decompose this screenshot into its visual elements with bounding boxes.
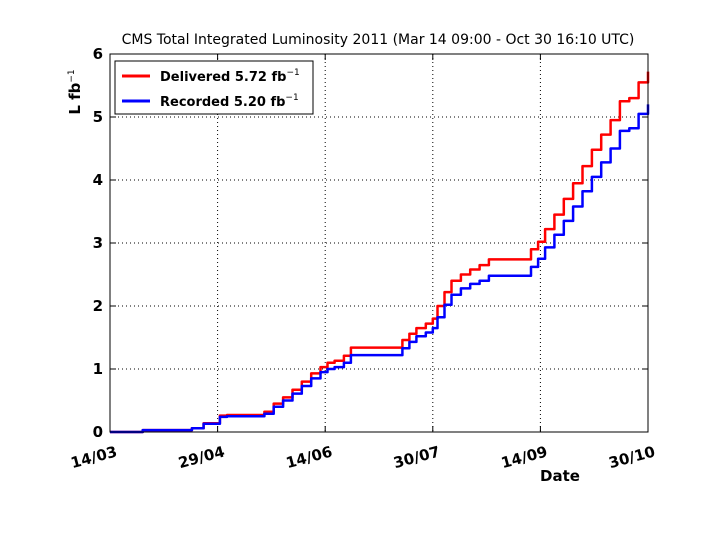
- legend-label-recorded: Recorded 5.20 fb−1: [160, 93, 299, 110]
- x-tick-label: 30/07: [392, 442, 442, 472]
- legend-box: [114, 60, 314, 115]
- y-axis-label: L fb−1: [66, 69, 84, 114]
- legend-sup-recorded: −1: [285, 93, 298, 103]
- x-tick-label: 29/04: [176, 442, 226, 472]
- y-axis-label-main: L fb: [66, 82, 84, 114]
- legend-value-delivered: 5.72 fb: [235, 70, 287, 85]
- y-tick-labels: 0 1 2 3 4 5 6: [93, 45, 103, 441]
- ticks: [109, 53, 649, 433]
- series-layer: [110, 71, 650, 434]
- legend-name-delivered: Delivered: [160, 70, 230, 85]
- legend-name-recorded: Recorded: [160, 95, 229, 110]
- legend-sup-delivered: −1: [286, 68, 299, 78]
- series-line-delivered: [110, 71, 650, 434]
- x-tick-label: 14/03: [69, 442, 119, 472]
- y-tick-label: 0: [93, 423, 103, 441]
- y-tick-label: 4: [93, 171, 103, 189]
- grid: [110, 54, 648, 432]
- x-axis-label: Date: [540, 467, 580, 485]
- x-tick-label: 14/06: [284, 442, 334, 472]
- y-axis-label-sup: −1: [67, 69, 77, 82]
- chart-title: CMS Total Integrated Luminosity 2011 (Ma…: [122, 32, 635, 48]
- legend-value-recorded: 5.20 fb: [234, 95, 286, 110]
- legend: Delivered 5.72 fb−1 Recorded 5.20 fb−1: [114, 60, 314, 115]
- legend-label-delivered: Delivered 5.72 fb−1: [160, 68, 300, 85]
- x-tick-label: 30/10: [607, 442, 657, 472]
- y-tick-label: 1: [93, 360, 103, 378]
- y-tick-label: 6: [93, 45, 103, 63]
- y-tick-label: 5: [93, 108, 103, 126]
- series-line-recorded: [110, 104, 650, 434]
- y-tick-label: 3: [93, 234, 103, 252]
- y-tick-label: 2: [93, 297, 103, 315]
